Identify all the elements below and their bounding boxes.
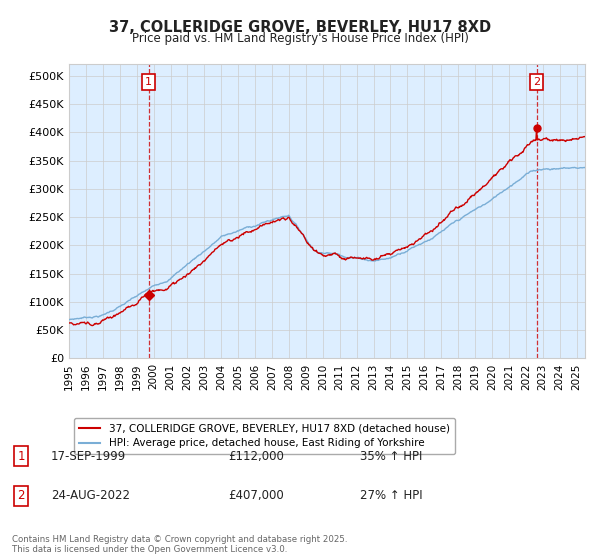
Text: £112,000: £112,000 — [228, 450, 284, 463]
Text: Contains HM Land Registry data © Crown copyright and database right 2025.
This d: Contains HM Land Registry data © Crown c… — [12, 535, 347, 554]
Text: 17-SEP-1999: 17-SEP-1999 — [51, 450, 126, 463]
Text: 35% ↑ HPI: 35% ↑ HPI — [360, 450, 422, 463]
Text: Price paid vs. HM Land Registry's House Price Index (HPI): Price paid vs. HM Land Registry's House … — [131, 32, 469, 45]
Text: 2: 2 — [17, 489, 25, 502]
Legend: 37, COLLERIDGE GROVE, BEVERLEY, HU17 8XD (detached house), HPI: Average price, d: 37, COLLERIDGE GROVE, BEVERLEY, HU17 8XD… — [74, 418, 455, 454]
Text: 37, COLLERIDGE GROVE, BEVERLEY, HU17 8XD: 37, COLLERIDGE GROVE, BEVERLEY, HU17 8XD — [109, 20, 491, 35]
Text: 24-AUG-2022: 24-AUG-2022 — [51, 489, 130, 502]
Text: 1: 1 — [145, 77, 152, 87]
Text: 2: 2 — [533, 77, 540, 87]
Text: £407,000: £407,000 — [228, 489, 284, 502]
Text: 1: 1 — [17, 450, 25, 463]
Text: 27% ↑ HPI: 27% ↑ HPI — [360, 489, 422, 502]
